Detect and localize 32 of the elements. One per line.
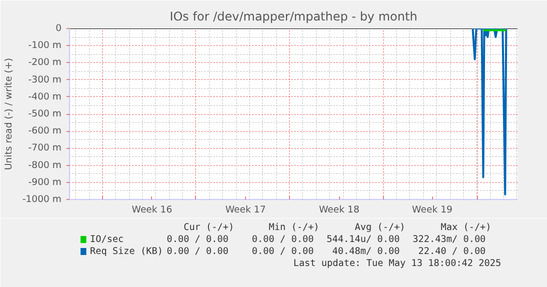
text: 22.40 / 0.00 <box>418 246 486 257</box>
text: 40.48m/ 0.00 <box>332 246 400 257</box>
x-tick-label: Week 17 <box>225 204 266 216</box>
y-tick-label: -900 m <box>28 176 62 188</box>
y-tick-label: -400 m <box>28 91 62 102</box>
legend-label: Req Size (KB) <box>90 246 163 257</box>
text: 0.00 / 0.00 <box>252 246 314 257</box>
y-tick-label: -200 m <box>28 57 62 68</box>
y-tick-label: -300 m <box>28 74 62 86</box>
text: Last update: Tue May 13 18:00:42 2025 <box>293 258 502 269</box>
text: Cur (-/+) <box>184 222 234 233</box>
text: 0.00 / 0.00 <box>166 234 229 245</box>
y-tick-label: -600 m <box>28 126 62 137</box>
y-axis-title: Units read (-) / write (+) <box>3 58 14 170</box>
text: Avg (-/+) <box>354 222 406 233</box>
text: Min (-/+) <box>268 222 320 233</box>
x-tick-label: Week 19 <box>412 204 453 216</box>
text: 0.00 / 0.00 <box>252 234 314 245</box>
y-tick-label: -1000 m <box>22 194 62 205</box>
text: 0.00 / 0.00 <box>166 246 229 257</box>
y-tick-label: -500 m <box>28 108 62 120</box>
text: Max (-/+) <box>440 222 492 233</box>
y-tick-label: 0 <box>56 23 62 34</box>
legend-label: IO/sec <box>90 234 124 245</box>
y-tick-label: -100 m <box>28 40 62 52</box>
x-tick-label: Week 18 <box>318 204 360 216</box>
chart-title: IOs for /dev/mapper/mpathep - by month <box>170 10 418 24</box>
text: 544.14u/ 0.00 <box>326 234 400 245</box>
text: 322.43m/ 0.00 <box>412 234 486 245</box>
x-tick-label: Week 16 <box>132 204 172 216</box>
y-tick-label: -700 m <box>28 142 62 154</box>
y-tick-label: -800 m <box>28 160 62 171</box>
